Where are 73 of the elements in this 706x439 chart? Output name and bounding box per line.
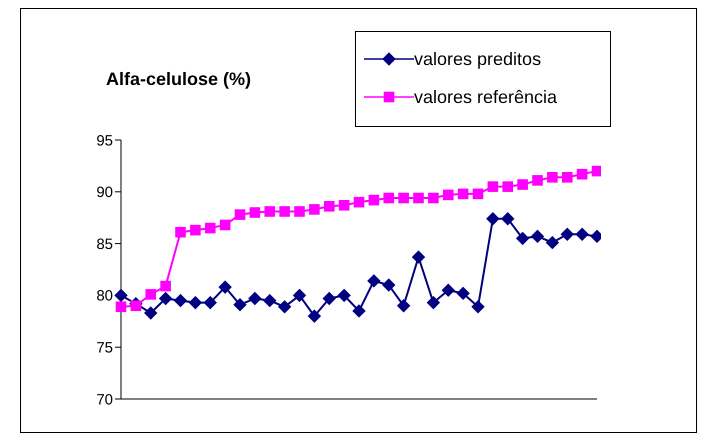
point: [562, 172, 573, 183]
point: [352, 304, 366, 318]
point: [576, 228, 589, 241]
point: [220, 220, 230, 230]
point: [278, 300, 292, 314]
point: [592, 166, 601, 176]
point: [338, 288, 351, 302]
point: [576, 168, 588, 180]
point: [279, 206, 290, 217]
point: [456, 286, 470, 300]
point: [472, 188, 484, 200]
point: [293, 288, 306, 302]
y-tick-label: 95: [96, 132, 113, 150]
point: [426, 296, 440, 310]
point: [517, 179, 528, 190]
point: [472, 300, 484, 314]
point: [486, 212, 500, 226]
point: [159, 292, 172, 306]
y-tick-label: 75: [96, 340, 113, 357]
point: [145, 289, 156, 300]
point: [488, 181, 498, 192]
point: [130, 300, 142, 312]
point: [218, 280, 232, 294]
point: [308, 310, 321, 323]
point: [367, 274, 380, 288]
y-tick-label: 85: [96, 236, 113, 253]
point: [116, 301, 126, 312]
point: [383, 192, 394, 204]
point: [532, 175, 543, 186]
chart-title: Alfa-celulose (%): [106, 69, 252, 90]
point: [188, 296, 202, 310]
point: [294, 206, 305, 217]
point: [234, 298, 246, 312]
point: [501, 212, 514, 226]
point: [190, 224, 201, 236]
legend-label: valores preditos: [414, 48, 542, 70]
point: [144, 306, 158, 320]
point: [546, 236, 559, 250]
point: [398, 192, 409, 204]
point: [160, 280, 171, 292]
point: [458, 188, 468, 200]
legend-label: valores referência: [414, 86, 558, 108]
point: [547, 172, 558, 183]
point: [516, 232, 530, 245]
y-tick-label: 90: [96, 184, 113, 202]
point: [338, 200, 350, 211]
point: [309, 204, 320, 215]
point: [263, 294, 276, 308]
point: [412, 250, 425, 264]
point: [322, 292, 336, 306]
point: [175, 226, 186, 238]
point: [204, 222, 216, 234]
point: [250, 207, 260, 218]
point: [368, 194, 380, 206]
point: [174, 294, 187, 308]
point: [234, 209, 246, 220]
point: [442, 190, 454, 200]
point: [428, 192, 439, 204]
y-tick-label: 70: [96, 391, 113, 408]
point: [442, 284, 455, 297]
point: [382, 278, 396, 292]
point: [502, 181, 514, 192]
point: [248, 292, 262, 306]
point: [397, 299, 410, 312]
point: [324, 201, 335, 212]
point: [354, 196, 364, 208]
point: [114, 288, 128, 302]
point: [531, 230, 544, 243]
point: [413, 192, 424, 204]
point: [560, 228, 574, 241]
point: [204, 296, 217, 310]
point: [264, 206, 276, 217]
y-tick-label: 80: [96, 288, 113, 305]
